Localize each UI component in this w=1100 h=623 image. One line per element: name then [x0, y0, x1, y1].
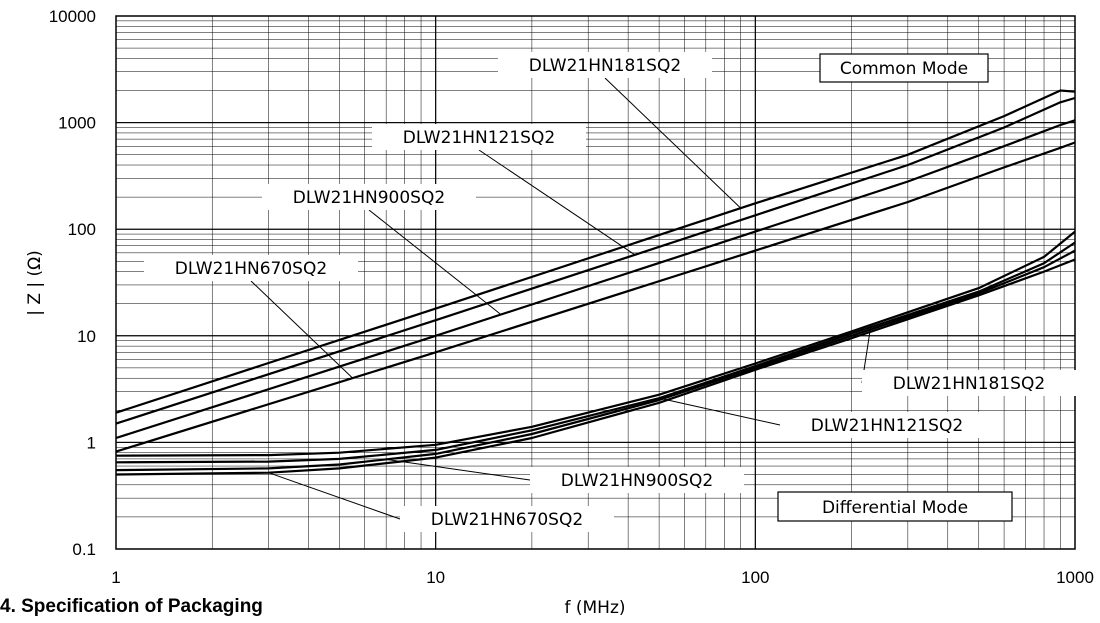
annotation-box: [400, 506, 614, 532]
annotation-box: [262, 184, 476, 210]
differential-mode-box: Differential Mode: [777, 491, 1013, 522]
series-annotation-label: DLW21HN670SQ2: [175, 259, 327, 279]
x-tick-label: 10: [426, 568, 445, 587]
annotation-box: [498, 52, 712, 78]
annotation-leader: [604, 77, 742, 209]
series-annotation-label: DLW21HN121SQ2: [811, 416, 963, 436]
section-heading: 4. Specification of Packaging: [0, 596, 263, 617]
series-line-differential-7: [115, 258, 1076, 476]
annotation-leaders: [250, 77, 872, 520]
annotation-box: [530, 467, 744, 493]
x-tick-label: 1: [111, 568, 120, 587]
series-line-common-0: [115, 89, 1076, 414]
common-mode-label: Common Mode: [840, 59, 968, 79]
series-lines: [115, 89, 1076, 476]
annotation-leader: [368, 209, 502, 315]
y-tick-label: 100: [68, 220, 96, 239]
y-tick-label: 1000: [58, 114, 96, 133]
x-tick-label: 1000: [1056, 568, 1094, 587]
series-annotation-label: DLW21HN181SQ2: [893, 374, 1045, 394]
series-line-common-1: [115, 96, 1076, 425]
series-line-common-3: [115, 141, 1076, 453]
annotation-box: [144, 255, 358, 281]
annotation-leader: [250, 280, 354, 379]
y-tick-label: 1: [87, 433, 96, 452]
annotation-box: [372, 124, 586, 150]
x-tick-label: 100: [741, 568, 769, 587]
differential-mode-label: Differential Mode: [822, 498, 968, 518]
y-tick-label: 10: [77, 327, 96, 346]
series-annotation-label: DLW21HN181SQ2: [529, 56, 681, 76]
annotation-box: [780, 412, 994, 438]
annotation-box: [862, 370, 1076, 396]
annotation-leader: [386, 458, 531, 481]
series-line-differential-4: [115, 230, 1076, 457]
x-axis-title: f (MHz): [564, 598, 625, 618]
y-tick-labels: 0.1 1 10 100 1000 10000: [49, 7, 96, 559]
annotation-leader: [478, 149, 636, 256]
series-annotation-label: DLW21HN900SQ2: [293, 188, 445, 208]
common-mode-box: Common Mode: [819, 53, 989, 83]
y-tick-label: 10000: [49, 7, 96, 26]
y-axis-title: | Z | (Ω): [25, 250, 45, 316]
series-annotation-label: DLW21HN900SQ2: [561, 471, 713, 491]
series-annotation-label: DLW21HN121SQ2: [403, 128, 555, 148]
x-tick-labels: 1 10 100 1000: [111, 568, 1094, 587]
annotation-leader: [268, 472, 401, 520]
annotation-boxes: DLW21HN181SQ2 DLW21HN121SQ2 DLW21HN900SQ2 D…: [144, 52, 1076, 532]
y-tick-label: 0.1: [72, 540, 96, 559]
series-line-common-2: [115, 119, 1076, 440]
series-line-differential-6: [115, 249, 1076, 472]
plot-frame: [115, 15, 1076, 550]
series-annotation-label: DLW21HN670SQ2: [431, 510, 583, 530]
annotation-leader: [658, 397, 781, 426]
